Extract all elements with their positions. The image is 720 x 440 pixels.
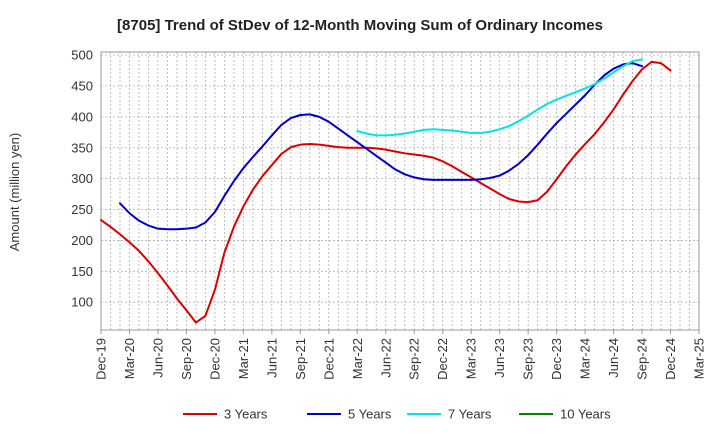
x-tick-label: Dec-20 [207, 338, 222, 380]
x-tick-label: Jun-20 [150, 338, 165, 378]
y-axis-label: Amount (million yen) [7, 133, 22, 252]
x-tick-label: Dec-23 [549, 338, 564, 380]
y-tick-label: 500 [71, 48, 93, 63]
y-tick-label: 350 [71, 140, 93, 155]
x-tick-label: Dec-21 [321, 338, 336, 380]
x-tick-label: Sep-20 [179, 338, 194, 380]
x-tick-label: Sep-24 [635, 338, 650, 380]
x-tick-label: Jun-24 [606, 338, 621, 378]
y-tick-label: 250 [71, 202, 93, 217]
x-tick-label: Mar-22 [350, 338, 365, 379]
y-tick-label: 450 [71, 78, 93, 93]
x-tick-label: Mar-24 [578, 338, 593, 379]
legend: 3 Years 5 Years 7 Years 10 Years [183, 407, 611, 422]
legend-label-3-years: 3 Years [224, 407, 268, 422]
x-tick-label: Jun-22 [378, 338, 393, 378]
x-tick-label: Mar-25 [692, 338, 707, 379]
legend-label-10-years: 10 Years [560, 407, 611, 422]
x-tick-label: Jun-23 [492, 338, 507, 378]
grid-layer [101, 52, 699, 330]
x-tick-label: Sep-23 [521, 338, 536, 380]
x-tick-label: Jun-21 [264, 338, 279, 378]
chart-title: [8705] Trend of StDev of 12-Month Moving… [117, 17, 603, 34]
x-tick-label: Dec-22 [435, 338, 450, 380]
series-line-3-years [100, 60, 672, 324]
x-tick-label: Dec-24 [663, 338, 678, 380]
y-tick-label: 400 [71, 109, 93, 124]
x-tick-label: Mar-23 [464, 338, 479, 379]
x-axis-ticks: Dec-19 Mar-20 Jun-20 Sep-20 Dec-20 Mar-21 Jun-… [94, 330, 707, 380]
plot-frame [100, 51, 700, 331]
legend-label-7-years: 7 Years [448, 407, 492, 422]
y-tick-label: 200 [71, 233, 93, 248]
series-line-7-years [356, 58, 644, 137]
y-tick-label: 150 [71, 264, 93, 279]
x-tick-label: Dec-19 [94, 338, 109, 380]
x-tick-label: Sep-22 [407, 338, 422, 380]
series-line-5-years [118, 62, 644, 231]
y-tick-label: 300 [71, 171, 93, 186]
series-layer [100, 58, 672, 324]
y-tick-label: 100 [71, 295, 93, 310]
legend-label-5-years: 5 Years [348, 407, 392, 422]
x-tick-label: Mar-20 [122, 338, 137, 379]
y-axis-ticks: 100 150 200 250 300 350 400 450 500 [71, 48, 93, 310]
x-tick-label: Sep-21 [293, 338, 308, 380]
x-tick-label: Mar-21 [236, 338, 251, 379]
